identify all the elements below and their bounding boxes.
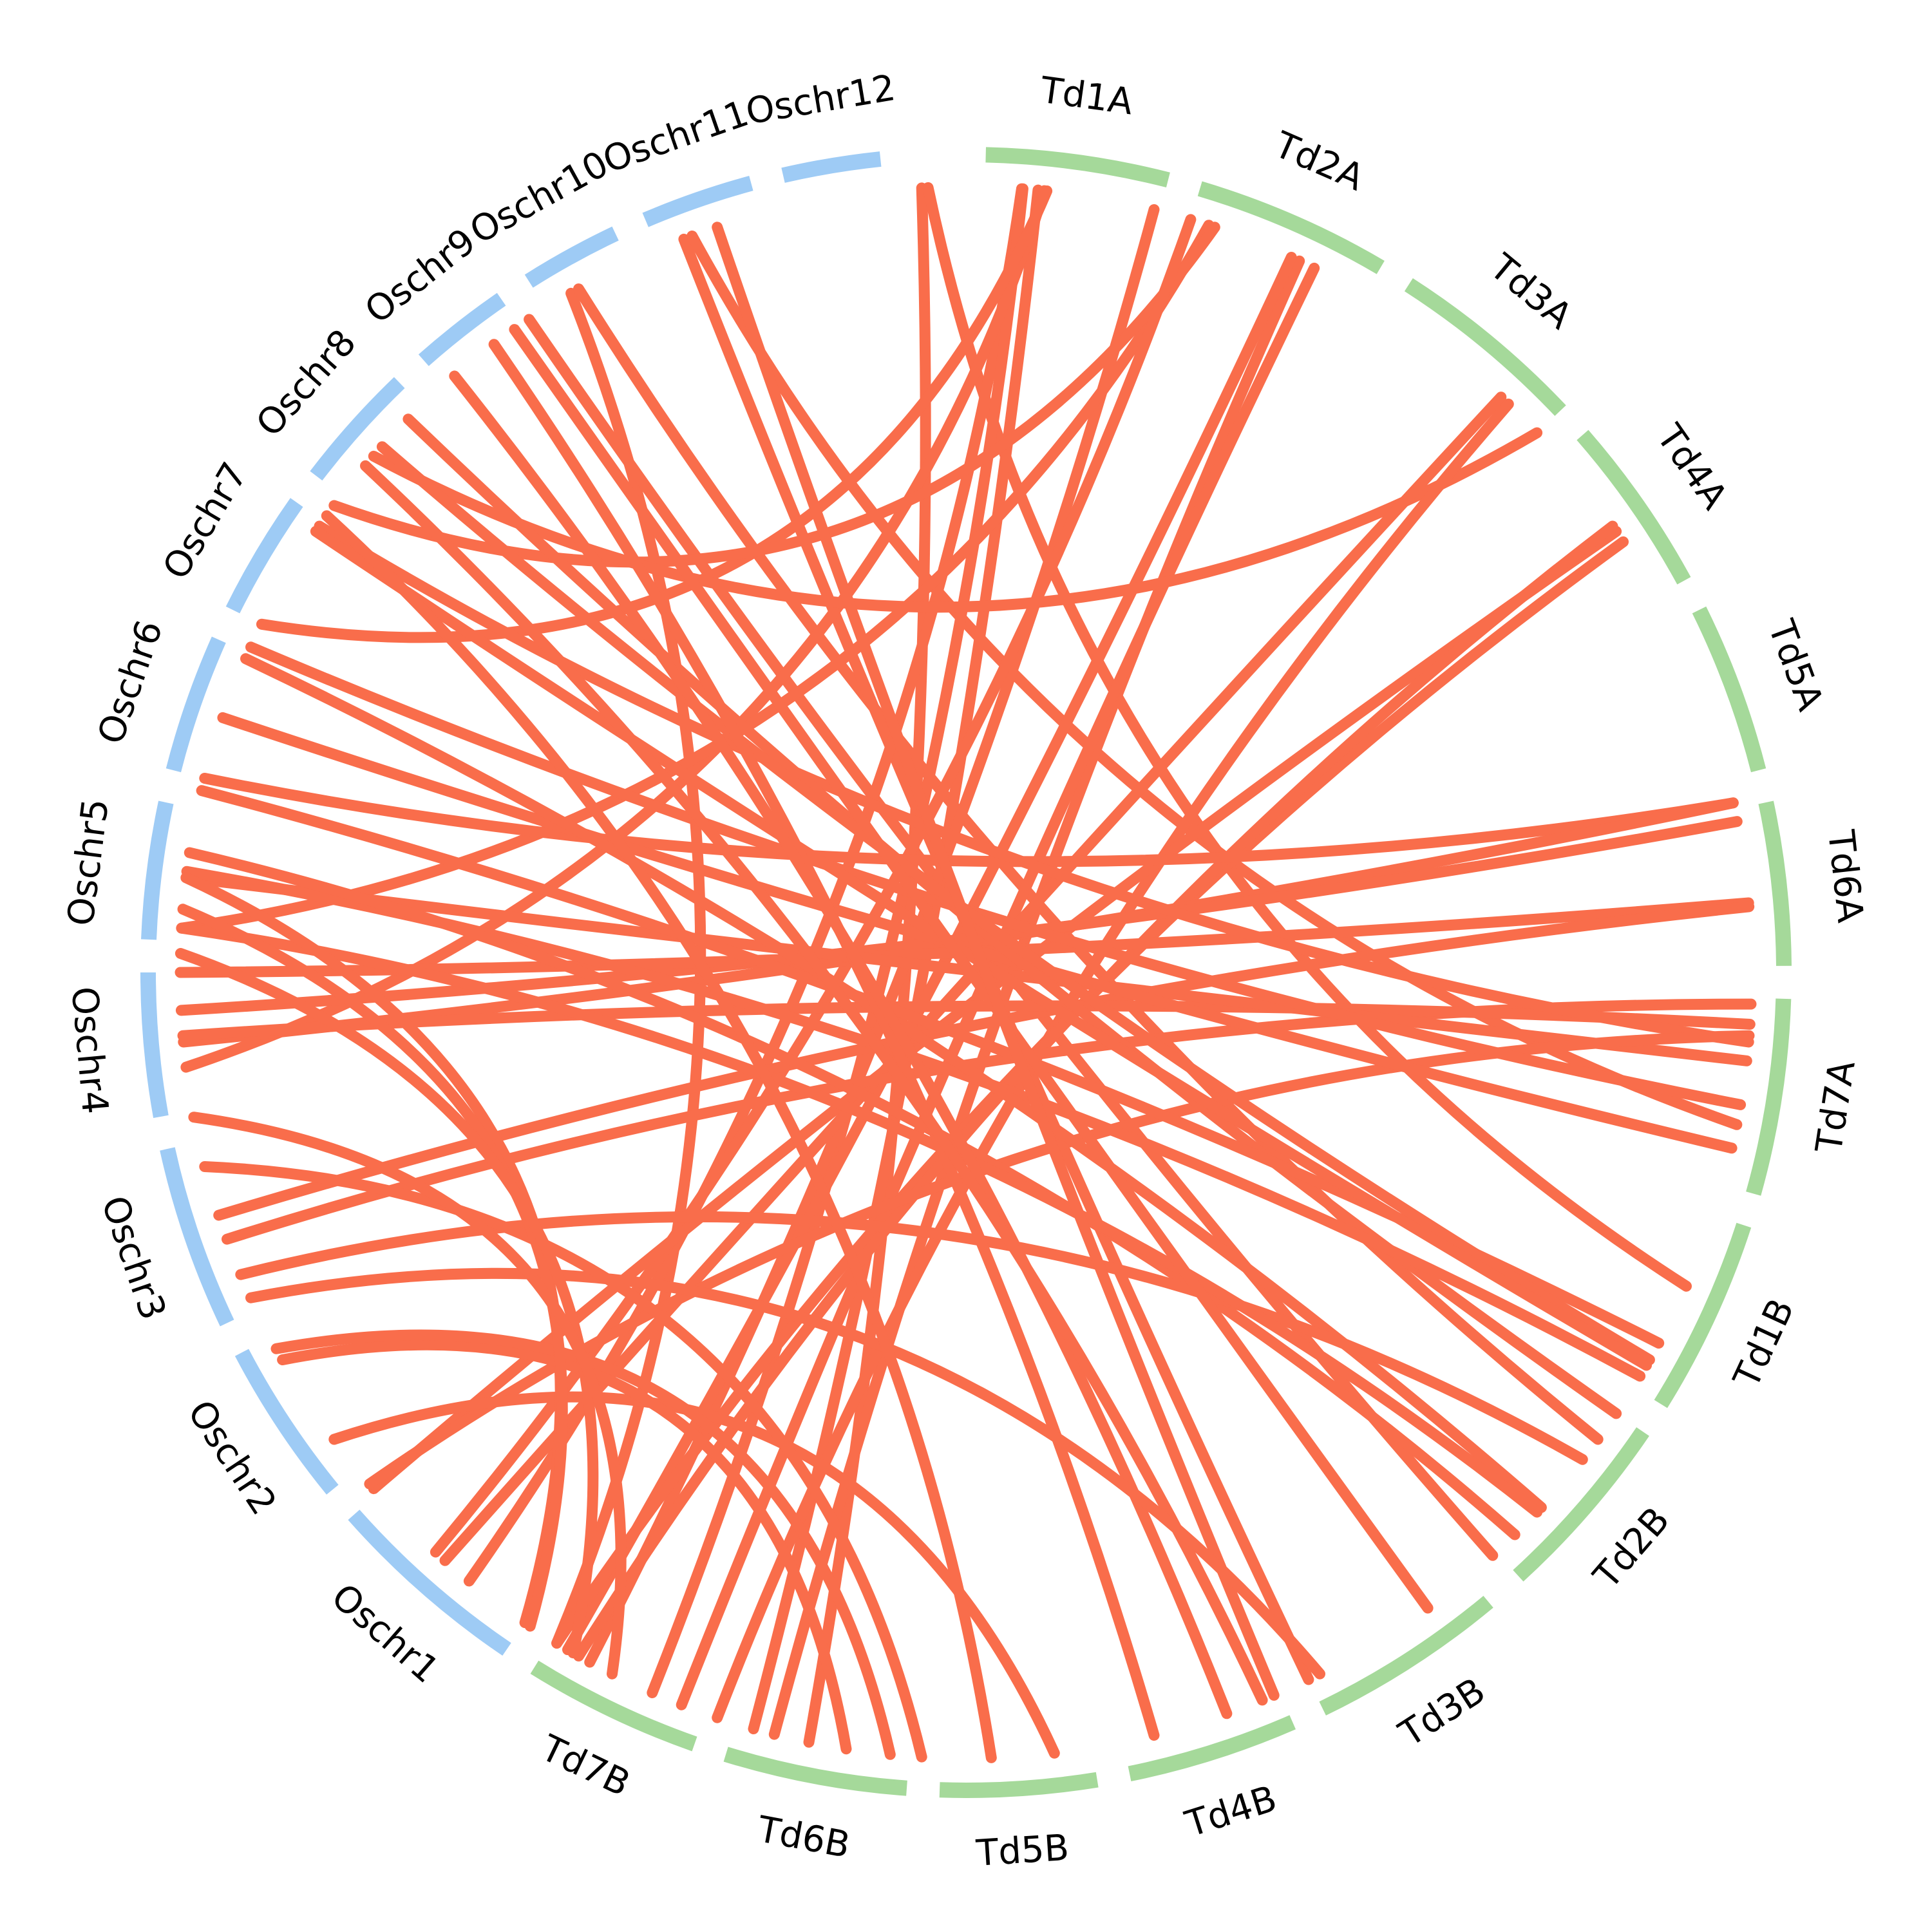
synteny-link xyxy=(256,185,1053,643)
chromosome-label-oschr11: Oschr11 xyxy=(598,93,753,182)
chromosome-label-td6a: Td6A xyxy=(1819,828,1871,925)
synteny-link xyxy=(175,948,599,1659)
chromosome-label-td1a: Td1A xyxy=(1037,69,1135,123)
chromosome-label-td2b: Td2B xyxy=(1586,1499,1678,1597)
chromosome-arc-oschr5 xyxy=(141,800,174,940)
chromosome-label-oschr3: Oschr3 xyxy=(93,1191,174,1325)
chromosome-arc-oschr12 xyxy=(781,151,882,183)
chromosome-label-oschr6: Oschr6 xyxy=(90,615,171,750)
chromosome-arc-td5b xyxy=(939,1772,1099,1798)
chromosome-label-td5a: Td5A xyxy=(1759,614,1831,716)
chromosome-arc-oschr3 xyxy=(160,1147,234,1327)
chromosome-arc-oschr7 xyxy=(225,498,303,614)
chromosome-arc-td3b xyxy=(1319,1595,1493,1716)
chromosome-label-td7b: Td7B xyxy=(534,1727,636,1805)
synteny-link xyxy=(199,773,1739,867)
chromosome-arc-oschr11 xyxy=(642,176,753,227)
chromosome-label-td1b: Td1B xyxy=(1725,1293,1803,1395)
chromosome-arc-td2b xyxy=(1513,1427,1649,1582)
synteny-link xyxy=(199,1161,927,1763)
synteny-link xyxy=(368,427,1543,613)
chromosome-label-oschr5: Oschr5 xyxy=(60,797,117,929)
synteny-link xyxy=(321,510,997,1763)
chromosome-arc-oschr2 xyxy=(234,1349,339,1495)
synteny-link xyxy=(213,901,1755,1221)
chromosome-arc-oschr9 xyxy=(418,292,506,366)
synteny-link xyxy=(184,847,1520,1540)
chromosome-label-oschr4: Oschr4 xyxy=(63,985,116,1115)
chromosome-label-td2a: Td2A xyxy=(1268,124,1370,199)
chromosome-arc-td7a xyxy=(1746,998,1792,1196)
chromosome-arc-td7b xyxy=(530,1660,697,1752)
synteny-link xyxy=(376,441,1655,1365)
synteny-link xyxy=(360,460,1268,1706)
synteny-link xyxy=(175,816,1743,1016)
chromosome-arc-td4a xyxy=(1577,430,1691,585)
chromosome-arc-oschr1 xyxy=(348,1510,511,1656)
synteny-link xyxy=(277,1339,852,1755)
chromosome-arc-td3a xyxy=(1404,278,1566,416)
chromosome-label-td7a: Td7A xyxy=(1808,1057,1863,1156)
chromosome-arcs xyxy=(140,147,1792,1798)
synteny-link xyxy=(509,324,1434,1614)
synteny-link xyxy=(768,255,1305,1740)
synteny-link xyxy=(314,520,1754,1048)
synteny-link xyxy=(245,641,1747,1110)
synteny-link xyxy=(402,413,1622,1419)
synteny-link xyxy=(488,339,1160,1741)
chromosome-arc-td6a xyxy=(1758,800,1792,966)
chromosome-arc-td1b xyxy=(1654,1222,1752,1408)
chromosome-arc-td4b xyxy=(1128,1715,1296,1782)
chromosome-label-td6b: Td6B xyxy=(754,1808,853,1867)
synteny-link xyxy=(562,252,1297,1656)
synteny-link xyxy=(270,1329,896,1760)
synteny-link xyxy=(245,1267,1325,1680)
synteny-link xyxy=(235,1211,1588,1465)
chromosome-label-td4b: Td4B xyxy=(1180,1777,1282,1846)
chromosome-arc-oschr6 xyxy=(166,636,226,773)
chromosome-label-oschr10: Oschr10 xyxy=(463,143,615,252)
chromosome-arc-oschr8 xyxy=(310,377,405,481)
chromosome-arc-td6b xyxy=(723,1747,907,1796)
chromosome-label-oschr12: Oschr12 xyxy=(743,67,898,133)
chromosome-label-td3a: Td3A xyxy=(1481,246,1580,337)
synteny-link xyxy=(328,1391,1060,1759)
links-layer xyxy=(175,182,1757,1763)
chromosome-label-oschr7: Oschr7 xyxy=(155,455,256,587)
chromosome-label-td5b: Td5B xyxy=(974,1827,1070,1875)
chromosome-arc-td2a xyxy=(1197,181,1385,274)
synteny-link xyxy=(176,922,1543,1518)
synteny-link xyxy=(712,222,1280,1701)
chromosome-label-td3b: Td3B xyxy=(1392,1670,1493,1756)
chromosome-label-oschr9: Oschr9 xyxy=(357,220,484,332)
chromosome-arc-td5a xyxy=(1692,606,1766,773)
chromosome-arc-oschr10 xyxy=(524,226,619,288)
chromosome-arc-td1a xyxy=(985,147,1170,188)
synteny-link xyxy=(188,1112,627,1680)
synteny-link xyxy=(573,520,1618,1662)
chromosome-arc-oschr4 xyxy=(140,972,169,1119)
synteny-link xyxy=(177,1000,1756,1041)
chromosome-label-td4a: Td4A xyxy=(1648,417,1736,517)
